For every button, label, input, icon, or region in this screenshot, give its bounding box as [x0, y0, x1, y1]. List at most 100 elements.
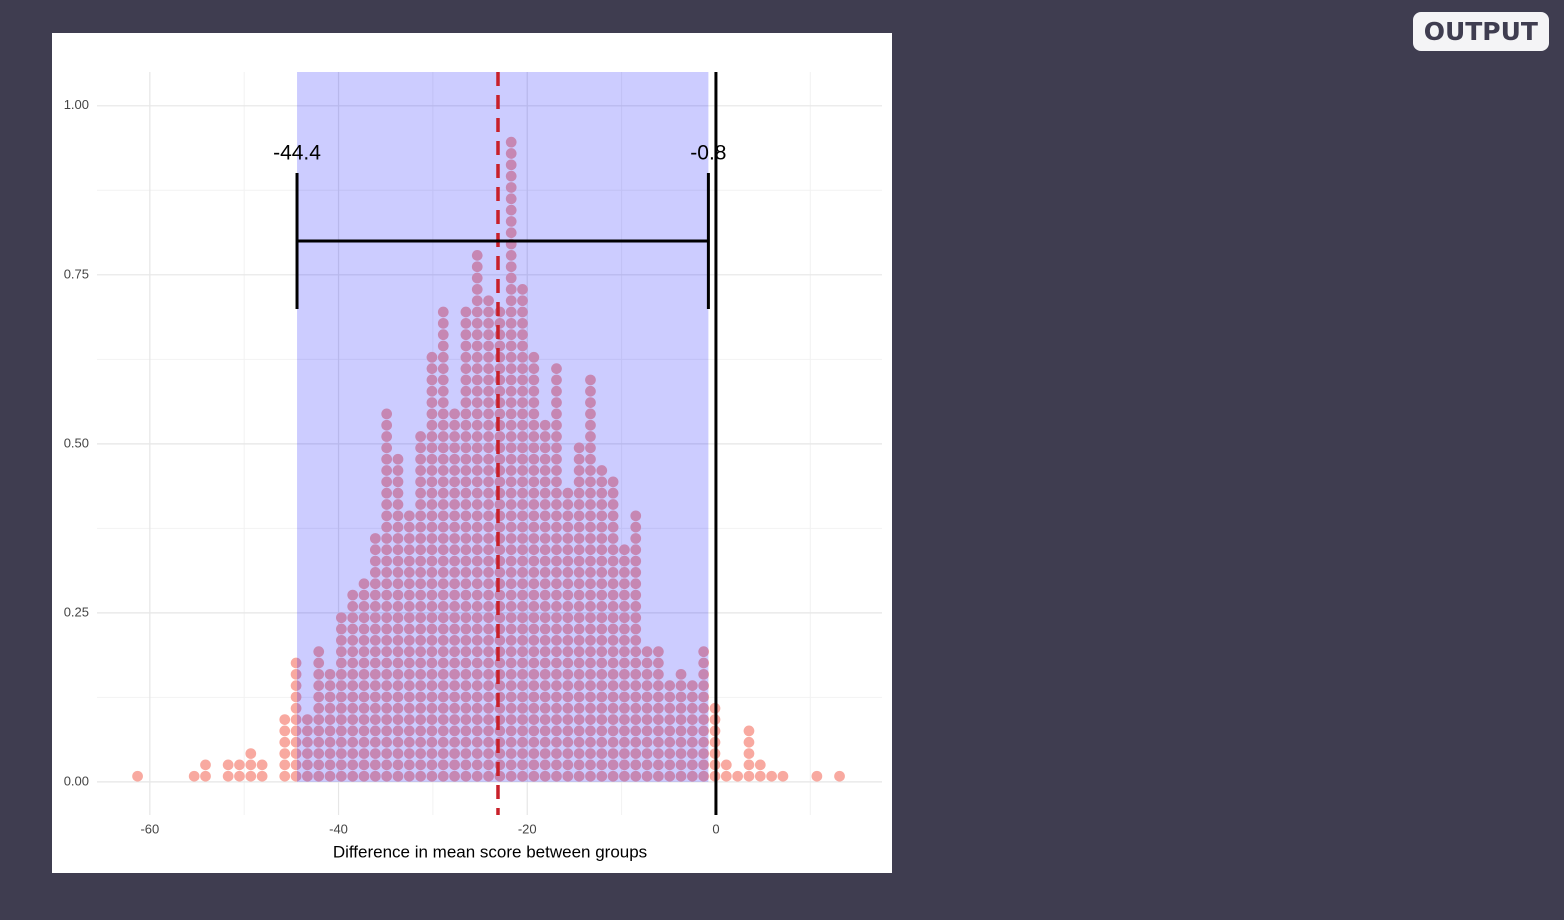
- dot: [449, 533, 460, 544]
- dot: [460, 476, 472, 488]
- dot: [551, 555, 562, 567]
- dot: [483, 646, 494, 658]
- dot: [539, 465, 551, 476]
- dot: [460, 431, 472, 442]
- dot: [528, 487, 540, 499]
- dot: [653, 691, 664, 703]
- dot: [607, 544, 619, 556]
- dot: [551, 691, 562, 703]
- dot: [483, 680, 494, 691]
- dot: [449, 770, 460, 782]
- dot: [381, 589, 393, 601]
- dot: [641, 770, 653, 782]
- dot: [415, 589, 426, 601]
- dot: [573, 623, 585, 635]
- dot: [403, 646, 415, 658]
- dot: [449, 476, 460, 488]
- dot: [358, 623, 370, 635]
- dot: [460, 555, 472, 567]
- dot: [494, 408, 506, 420]
- dot: [551, 759, 562, 771]
- dot: [302, 714, 313, 725]
- dot: [381, 487, 393, 499]
- dot: [517, 363, 528, 374]
- dot: [392, 589, 404, 601]
- dot: [471, 487, 483, 499]
- dot: [539, 442, 551, 454]
- dot: [437, 431, 449, 442]
- dot: [426, 714, 438, 725]
- dot: [358, 657, 370, 669]
- dot: [358, 702, 370, 714]
- dot: [562, 759, 574, 771]
- dot: [505, 499, 517, 510]
- dot: [392, 702, 404, 714]
- dot: [403, 725, 415, 737]
- dot: [403, 748, 415, 759]
- dot: [392, 612, 404, 624]
- dot: [517, 634, 528, 646]
- dot: [426, 589, 438, 601]
- dot: [279, 714, 291, 725]
- dot: [290, 725, 302, 737]
- dot: [585, 725, 596, 737]
- dot: [585, 748, 596, 759]
- dot: [562, 578, 574, 590]
- dot: [573, 725, 585, 737]
- dot: [505, 250, 517, 261]
- dot: [392, 680, 404, 691]
- dot: [437, 385, 449, 397]
- dot: [336, 623, 347, 635]
- dot: [585, 589, 596, 601]
- dot: [222, 770, 234, 782]
- dot: [426, 702, 438, 714]
- dot: [505, 170, 517, 182]
- dot: [505, 725, 517, 737]
- dot: [483, 363, 494, 374]
- dot: [471, 533, 483, 544]
- dot: [449, 499, 460, 510]
- dot: [619, 668, 630, 680]
- dot: [392, 668, 404, 680]
- dot: [686, 748, 698, 759]
- dot: [358, 725, 370, 737]
- dot: [596, 555, 608, 567]
- dot: [290, 736, 302, 748]
- dot: [403, 759, 415, 771]
- dot: [369, 748, 381, 759]
- dot: [517, 646, 528, 658]
- dot: [403, 555, 415, 567]
- dot: [358, 714, 370, 725]
- dot: [551, 567, 562, 578]
- dot: [641, 668, 653, 680]
- dot: [528, 725, 540, 737]
- dot: [381, 431, 393, 442]
- dot: [664, 714, 676, 725]
- dot: [517, 510, 528, 522]
- dot: [573, 578, 585, 590]
- dot: [596, 567, 608, 578]
- dot: [483, 340, 494, 352]
- interval-label: -0.8: [690, 142, 726, 165]
- dot: [426, 453, 438, 465]
- dot: [585, 759, 596, 771]
- dot: [596, 589, 608, 601]
- dot: [369, 555, 381, 567]
- dot: [437, 340, 449, 352]
- dot: [664, 736, 676, 748]
- dot: [551, 397, 562, 408]
- dot: [528, 431, 540, 442]
- dot: [505, 295, 517, 307]
- dot: [619, 612, 630, 624]
- dot: [483, 555, 494, 567]
- dot: [471, 578, 483, 590]
- dot: [607, 589, 619, 601]
- dot: [483, 567, 494, 578]
- dot: [449, 612, 460, 624]
- dot: [426, 668, 438, 680]
- dot: [460, 759, 472, 771]
- dot: [426, 442, 438, 454]
- dot: [505, 680, 517, 691]
- dot: [505, 544, 517, 556]
- dot: [381, 476, 393, 488]
